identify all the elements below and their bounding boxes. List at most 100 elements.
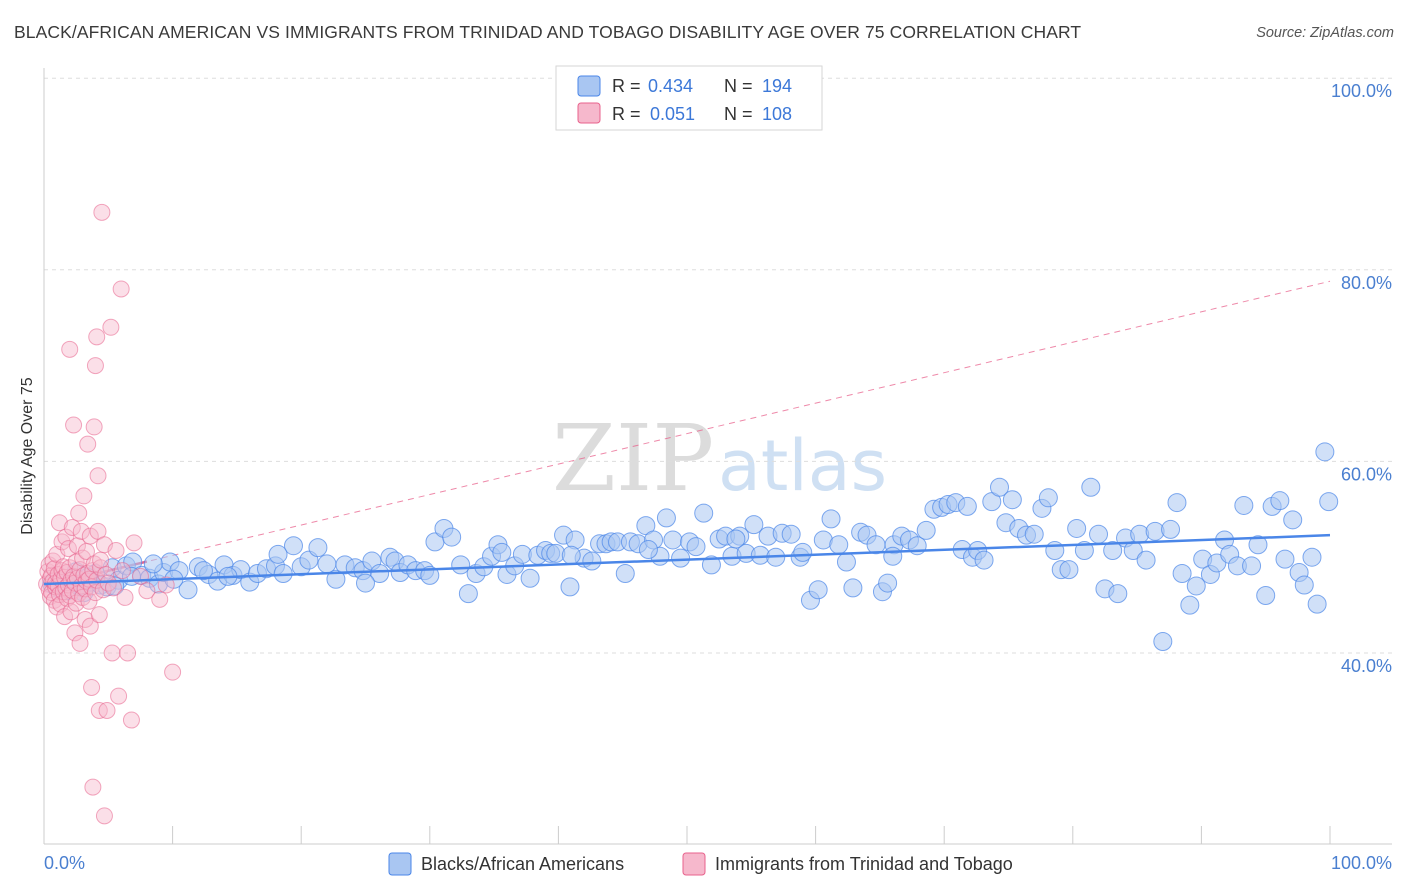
blue-point [283, 536, 303, 556]
blue-point [1038, 488, 1058, 508]
bottom-legend-swatch-pink [682, 852, 706, 876]
y-tick-label-60: 60.0% [1341, 464, 1392, 484]
pink-point [79, 435, 97, 453]
blue-point [1307, 594, 1327, 614]
blue-point [821, 509, 841, 529]
pink-point [65, 416, 83, 434]
legend-swatch-pink [577, 102, 601, 124]
blue-point [836, 552, 856, 572]
pink-point [67, 594, 85, 612]
blue-point [1248, 535, 1268, 555]
blue-point [492, 542, 512, 562]
blue-point [989, 477, 1009, 497]
pink-point [151, 590, 169, 608]
blue-point [1283, 510, 1303, 530]
legend-r-value-2: 0.051 [650, 104, 695, 124]
blue-trend-segment [43, 533, 1331, 586]
blue-point [686, 537, 706, 557]
watermark-atlas: atlas [718, 425, 887, 507]
blue-point [957, 496, 977, 516]
pink-point [102, 318, 120, 336]
pink-point [81, 617, 99, 635]
pink-point [164, 663, 182, 681]
pink-points [38, 203, 182, 825]
y-tick-labels: 40.0% 60.0% 80.0% 100.0% [1331, 81, 1392, 676]
blue-point [1130, 524, 1150, 544]
pink-point [83, 678, 101, 696]
pink-trend-dashed [43, 280, 1331, 587]
blue-point [1089, 524, 1109, 544]
y-axis-label: Disability Age Over 75 [19, 377, 36, 535]
blue-point [458, 584, 478, 604]
blue-point [883, 546, 903, 566]
pink-point [86, 357, 104, 375]
blue-point [878, 573, 898, 593]
pink-point [157, 576, 175, 594]
watermark: ZIP atlas [552, 405, 887, 512]
bottom-legend-swatch-blue [388, 852, 412, 876]
pink-point [131, 567, 149, 585]
pink-point [90, 606, 108, 624]
pink-point [113, 562, 131, 580]
pink-point [92, 551, 110, 569]
legend-r-label-1: R = [612, 76, 641, 96]
blue-point [829, 535, 849, 555]
pink-point [103, 644, 121, 662]
blue-point [615, 563, 635, 583]
blue-point [781, 524, 801, 544]
blue-point [561, 545, 581, 565]
blue-point [726, 529, 746, 549]
blue-point [1153, 632, 1173, 652]
blue-point [1161, 519, 1181, 539]
blue-point [671, 548, 691, 568]
pink-point [104, 579, 122, 597]
blue-point [356, 573, 375, 593]
blue-point [1234, 495, 1254, 515]
blue-point [694, 503, 714, 523]
pink-point [88, 328, 106, 346]
blue-point [1275, 549, 1295, 569]
legend-r-label-2: R = [612, 104, 641, 124]
bottom-legend-label-blue: Blacks/African Americans [421, 854, 624, 874]
blue-point [520, 568, 540, 588]
blue-point [638, 540, 658, 560]
blue-point [1270, 491, 1290, 511]
bottom-legend: Blacks/African Americans Immigrants from… [388, 852, 1013, 876]
blue-point [178, 580, 198, 600]
blue-point [1319, 492, 1339, 512]
source-label: Source: ZipAtlas.com [1256, 25, 1394, 41]
blue-point [1081, 477, 1101, 497]
pink-point [70, 504, 88, 522]
pink-point [110, 687, 128, 705]
pink-point [125, 534, 143, 552]
blue-point [1024, 524, 1044, 544]
blue-point [1136, 550, 1156, 570]
blue-point [442, 527, 462, 547]
pink-point [98, 701, 116, 719]
blue-point [560, 577, 580, 597]
blue-point [1067, 518, 1087, 538]
pink-point [138, 582, 156, 600]
blue-point [656, 508, 676, 528]
blue-point [808, 580, 828, 600]
blue-point [1302, 547, 1322, 567]
blue-point [1108, 584, 1128, 604]
blue-point [744, 515, 764, 535]
axes [43, 68, 1392, 845]
pink-point [84, 778, 102, 796]
pink-point [80, 592, 98, 610]
blue-trend-line [43, 533, 1331, 586]
blue-point [974, 550, 994, 570]
blue-point [143, 554, 163, 574]
blue-point [326, 569, 346, 589]
pink-point [68, 537, 86, 555]
blue-point [420, 565, 440, 585]
blue-point [1186, 576, 1206, 596]
pink-point [63, 519, 81, 537]
blue-point [1167, 493, 1187, 513]
legend-n-value-1: 194 [762, 76, 792, 96]
blue-point [268, 544, 288, 564]
pink-point [50, 514, 68, 532]
top-legend: R = 0.434 N = 194 R = 0.051 N = 108 [555, 65, 823, 131]
